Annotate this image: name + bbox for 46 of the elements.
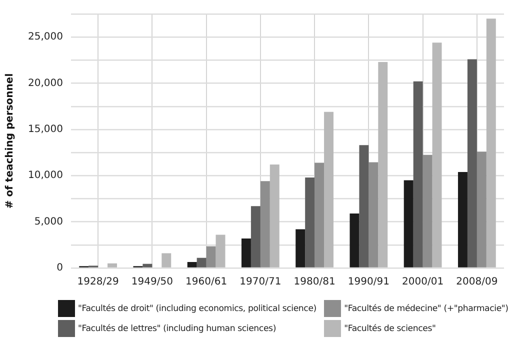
bar <box>404 180 414 268</box>
bar <box>458 172 468 268</box>
x-tick-label: 1980/81 <box>294 276 336 288</box>
x-tick-label: 2008/09 <box>456 276 498 288</box>
bar <box>368 162 378 268</box>
bar <box>196 258 206 268</box>
legend-label: "Facultés de médecine" (+"pharmacie") <box>344 304 508 314</box>
bar <box>241 238 251 268</box>
x-tick-label: 1990/91 <box>348 276 390 288</box>
bar <box>270 164 280 268</box>
bar <box>206 246 216 268</box>
x-tick-label: 1928/29 <box>77 276 119 288</box>
bar <box>216 234 226 268</box>
bar <box>314 162 324 268</box>
y-tick-label: 10,000 <box>28 170 63 182</box>
bar <box>296 229 306 268</box>
y-axis-title: # of teaching personnel <box>4 73 16 209</box>
bar <box>324 112 334 268</box>
bar <box>250 206 260 268</box>
bar <box>378 62 388 268</box>
bar <box>467 59 477 268</box>
bar <box>413 81 423 268</box>
legend-label: "Facultés de sciences" <box>344 324 436 334</box>
bar <box>260 181 270 268</box>
legend-label: "Facultés de droit" (including economics, political science) <box>78 304 316 314</box>
bar <box>162 253 172 268</box>
x-tick-label: 1970/71 <box>240 276 282 288</box>
y-tick-label: 5,000 <box>34 216 63 228</box>
bar <box>305 177 315 268</box>
bar <box>108 263 117 268</box>
bar <box>476 152 486 268</box>
y-tick-label: 25,000 <box>28 32 63 43</box>
bar <box>142 264 152 268</box>
x-tick-label: 2000/01 <box>402 276 444 288</box>
y-tick-label: 15,000 <box>28 124 63 136</box>
bar <box>486 18 496 268</box>
bar <box>422 154 432 268</box>
bar <box>187 262 197 268</box>
x-tick-label: 1960/61 <box>186 276 228 288</box>
x-tick-label: 1949/50 <box>131 276 173 288</box>
bar <box>432 42 442 268</box>
bar <box>350 214 360 268</box>
bar <box>359 145 369 268</box>
y-tick-label: 20,000 <box>28 78 63 89</box>
y-tick-label: 0 <box>56 262 63 274</box>
legend-label: "Facultés de lettres" (including human sciences) <box>78 324 276 334</box>
